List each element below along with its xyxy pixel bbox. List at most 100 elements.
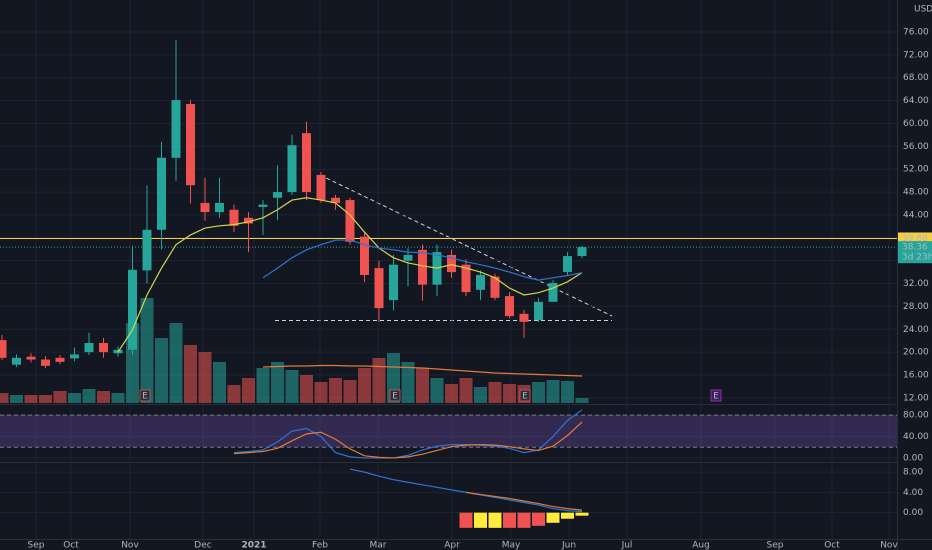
candle-body bbox=[418, 249, 427, 285]
volume-bar bbox=[488, 382, 502, 403]
volume-bar bbox=[546, 380, 560, 403]
candle-body bbox=[534, 301, 543, 321]
x-tick-label: Jul bbox=[621, 541, 633, 550]
x-tick-label: Nov bbox=[880, 541, 898, 550]
y-tick-label: 56.00 bbox=[903, 142, 929, 152]
y-tick-label: 72.00 bbox=[903, 50, 929, 60]
y-tick-label: 52.00 bbox=[903, 165, 929, 175]
y-tick-label: 24.00 bbox=[903, 325, 929, 335]
stoch-band bbox=[0, 415, 897, 448]
candle-body bbox=[302, 133, 311, 193]
y-tick-label: 8.00 bbox=[903, 468, 923, 478]
y-tick-label: 40.00 bbox=[903, 432, 929, 442]
x-tick-label: Oct bbox=[824, 541, 840, 550]
earnings-text: E bbox=[522, 392, 528, 402]
countdown-label: 3d 23h bbox=[902, 253, 932, 263]
macd-histogram-bar bbox=[546, 512, 560, 523]
volume-bar bbox=[39, 395, 52, 403]
volume-bar bbox=[372, 358, 386, 403]
candle-body bbox=[403, 254, 413, 261]
macd-histogram-bar bbox=[561, 512, 574, 519]
candle-body bbox=[99, 342, 108, 353]
y-tick-label: 0.00 bbox=[903, 453, 923, 463]
volume-bar bbox=[53, 391, 67, 403]
volume-bar bbox=[10, 395, 23, 403]
volume-bar bbox=[300, 375, 313, 403]
volume-bar bbox=[430, 378, 444, 403]
candle-body bbox=[0, 340, 7, 358]
volume-bar bbox=[329, 378, 342, 403]
stoch-line bbox=[233, 421, 583, 459]
volume-bar bbox=[401, 362, 415, 403]
macd-histogram-bar bbox=[474, 512, 487, 528]
last-price-tag bbox=[898, 241, 932, 264]
trendline bbox=[319, 174, 613, 317]
candle-body bbox=[244, 217, 253, 224]
candle-body bbox=[331, 197, 340, 203]
volume-bar bbox=[68, 393, 81, 403]
volume-bar bbox=[82, 389, 96, 403]
candle-body bbox=[157, 157, 166, 230]
volume-bar bbox=[256, 368, 270, 403]
price-line-label: 39.88 bbox=[902, 234, 928, 244]
y-tick-label: 20.00 bbox=[903, 348, 929, 358]
volume-bar bbox=[242, 378, 255, 403]
candle-body bbox=[128, 269, 137, 350]
y-tick-label: 64.00 bbox=[903, 96, 929, 106]
macd-histogram-bar bbox=[503, 512, 516, 528]
x-tick-label: Sep bbox=[28, 541, 45, 550]
y-tick-label: 12.00 bbox=[903, 393, 929, 403]
volume-bar bbox=[24, 395, 38, 403]
candle-body bbox=[374, 268, 384, 309]
y-tick-label: 48.00 bbox=[903, 188, 929, 198]
y-tick-label: 68.00 bbox=[903, 73, 929, 83]
candle-body bbox=[360, 236, 369, 275]
candle-body bbox=[461, 264, 471, 293]
x-tick-label: Dec bbox=[194, 541, 211, 550]
earnings-marker bbox=[710, 389, 722, 402]
volume-ma bbox=[262, 364, 583, 377]
volume-bar bbox=[285, 370, 299, 403]
volume-bar bbox=[271, 362, 284, 403]
volume-bar bbox=[459, 378, 473, 403]
candle-body bbox=[490, 276, 500, 298]
volume-bar bbox=[140, 298, 154, 403]
candle-body bbox=[345, 200, 355, 242]
currency-label: USD bbox=[914, 5, 932, 15]
y-tick-label: 80.00 bbox=[903, 411, 929, 421]
y-tick-label: 60.00 bbox=[903, 119, 929, 129]
candle-body bbox=[287, 145, 297, 193]
macd-histogram-bar bbox=[532, 512, 545, 526]
x-tick-label: Feb bbox=[312, 541, 328, 550]
volume-bar bbox=[198, 352, 212, 403]
macd-histogram-bar bbox=[488, 512, 502, 528]
candle-body bbox=[476, 274, 485, 290]
candle-body bbox=[200, 202, 210, 213]
volume-bar bbox=[0, 393, 9, 403]
volume-bar bbox=[474, 387, 487, 403]
y-tick-label: 76.00 bbox=[903, 28, 929, 38]
candle-body bbox=[41, 359, 50, 366]
earnings-text: E bbox=[713, 392, 719, 402]
volume-bar bbox=[532, 382, 545, 403]
candle-body bbox=[577, 247, 587, 257]
candle-body bbox=[171, 100, 181, 158]
earnings-marker bbox=[139, 389, 151, 402]
macd-histogram-bar bbox=[575, 512, 589, 516]
x-tick-label: Apr bbox=[444, 541, 460, 550]
candle-body bbox=[563, 256, 572, 273]
volume-bar bbox=[503, 384, 516, 403]
volume-bar bbox=[445, 384, 458, 403]
volume-bar bbox=[561, 381, 574, 403]
x-tick-label: 2021 bbox=[241, 541, 266, 550]
candle-body bbox=[186, 104, 195, 186]
candle-body bbox=[229, 209, 239, 226]
macd-line bbox=[465, 491, 583, 511]
y-tick-label: 28.00 bbox=[903, 302, 929, 312]
moving-average bbox=[262, 239, 583, 281]
moving-average bbox=[117, 197, 583, 353]
earnings-text: E bbox=[142, 392, 148, 402]
volume-bar bbox=[111, 393, 125, 403]
x-tick-label: May bbox=[502, 541, 521, 550]
volume-bar bbox=[314, 382, 328, 403]
